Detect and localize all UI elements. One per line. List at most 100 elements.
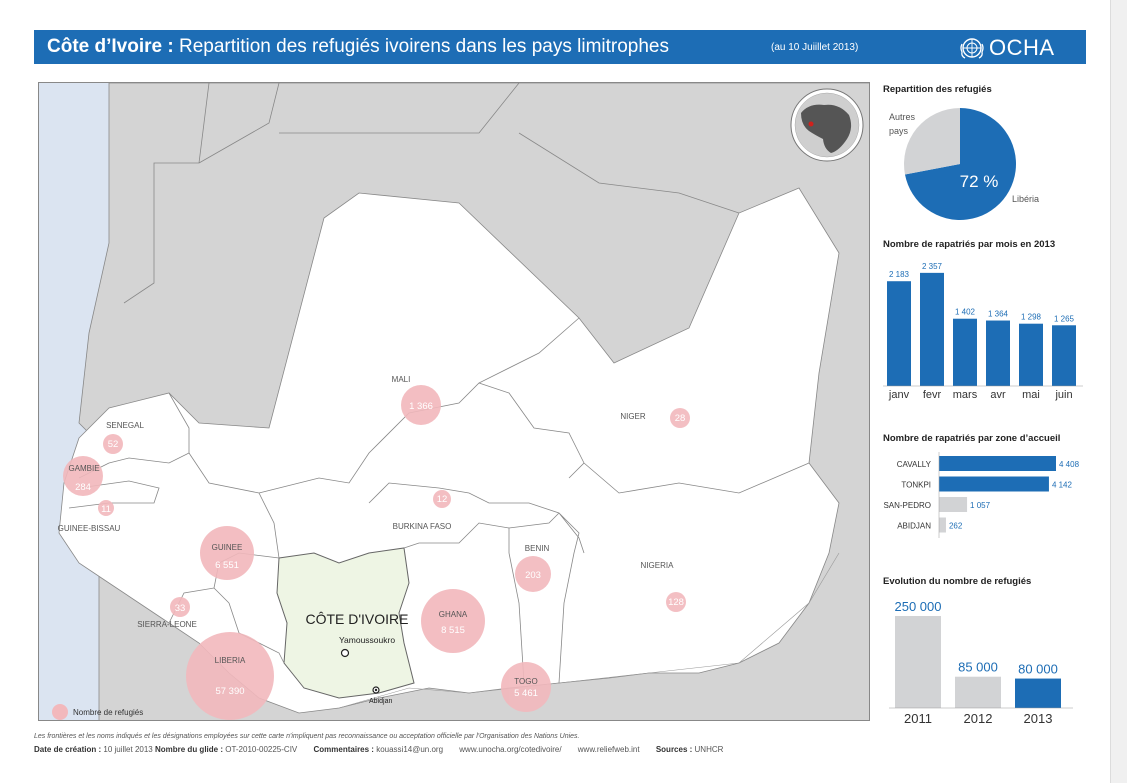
bubble-senegal	[103, 434, 123, 454]
pie-label-liberia: Libéria	[1012, 194, 1039, 204]
title-text: Repartition des refugiés ivoirens dans l…	[178, 36, 669, 57]
ocha-logo: OCHA	[959, 35, 1055, 61]
bubble-sierra-leone	[170, 597, 190, 617]
comments-label: Commentaires :	[313, 745, 374, 754]
bubble-liberia	[186, 632, 274, 720]
bubble-label-gambie: 284	[75, 482, 91, 493]
title-country: Côte d’Ivoire :	[47, 36, 174, 57]
monthly-value-label: 2 357	[922, 262, 943, 271]
link-reliefweb[interactable]: www.reliefweb.int	[577, 745, 640, 754]
pie-label-other-2: pays	[889, 126, 909, 136]
bubble-label-sierra-leone: 33	[175, 603, 186, 614]
zone-category-label: ABIDJAN	[897, 522, 931, 531]
label-niger: NIGER	[620, 412, 646, 421]
globe-inset	[790, 88, 864, 162]
monthly-bar-chart: 2 183 janv 2 357 fevr 1 402 mars 1 364 avr 1 298…	[883, 262, 1083, 401]
link-unocha[interactable]: www.unocha.org/cotedivoire/	[459, 745, 562, 754]
monthly-category-label: mai	[1022, 389, 1040, 401]
comments-value: kouassi14@un.org	[376, 745, 444, 754]
zone-category-label: TONKPI	[901, 481, 931, 490]
monthly-value-label: 1 265	[1054, 314, 1075, 323]
monthly-bar-mai	[1019, 323, 1043, 386]
logo-text: OCHA	[989, 35, 1055, 60]
bubble-guinee-bissau	[98, 500, 114, 516]
scrollbar-track[interactable]	[1110, 0, 1127, 783]
monthly-value-label: 1 402	[955, 308, 976, 317]
label-togo: TOGO	[514, 677, 537, 686]
map-svg: 1 366 28 52 284 11 6 551 33 57 390 12 8 …	[39, 83, 869, 720]
bubble-benin	[515, 556, 551, 592]
zone-bar-cavally	[939, 456, 1056, 471]
pie-title: Repartition des refugiés	[883, 84, 992, 95]
monthly-bar-avr	[986, 320, 1010, 386]
bubble-label-liberia: 57 390	[215, 686, 244, 697]
globe-africa-shape	[801, 104, 852, 153]
label-senegal: SENEGAL	[106, 421, 144, 430]
label-burkina: BURKINA FASO	[393, 522, 452, 531]
bubble-label-togo: 5 461	[514, 688, 538, 699]
sources-label: Sources :	[655, 745, 693, 754]
zone-bar-san-pedro	[939, 497, 968, 512]
footer-meta: Date de création : 10 juillet 2013 Nombr…	[34, 745, 723, 754]
bubble-label-guinee-bissau: 11	[101, 504, 111, 515]
label-yamoussoukro: Yamoussoukro	[339, 635, 395, 645]
evolution-category-label: 2012	[964, 711, 993, 726]
monthly-category-label: janv	[888, 389, 910, 401]
land-cote-divoire	[276, 547, 415, 699]
evolution-bar-2013	[1015, 678, 1061, 708]
evolution-value-label: 85 000	[958, 660, 998, 675]
monthly-bar-juin	[1052, 325, 1076, 386]
monthly-category-label: avr	[990, 389, 1006, 401]
zone-category-label: CAVALLY	[897, 460, 932, 469]
capital-marker-icon	[340, 648, 350, 658]
bubble-label-mali: 1 366	[409, 401, 433, 412]
page-title: Côte d’Ivoire : Repartition des refugiés…	[47, 36, 669, 58]
pie-label-other-1: Autres	[889, 112, 916, 122]
evolution-bar-2012	[955, 676, 1001, 708]
zone-value-label: 4 408	[1059, 460, 1080, 469]
bubble-label-senegal: 52	[108, 439, 119, 450]
monthly-category-label: fevr	[923, 389, 942, 401]
pie-slice-autres	[904, 108, 960, 175]
pie-percent-label: 72 %	[960, 172, 999, 191]
bubble-label-burkina: 12	[437, 494, 448, 505]
label-sierra-leone: SIERRA-LEONE	[137, 620, 197, 629]
glide-label: Nombre du glide :	[154, 745, 223, 754]
evolution-value-label: 80 000	[1018, 662, 1058, 677]
un-emblem-icon	[960, 38, 984, 59]
stats-panel: Repartition des refugiés Autres pays Lib…	[873, 82, 1093, 732]
title-date: (au 10 Juiillet 2013)	[771, 42, 859, 53]
bubble-ghana	[421, 589, 485, 653]
bubble-burkina	[433, 490, 451, 508]
creation-value: 10 juillet 2013	[103, 745, 153, 754]
label-benin: BENIN	[525, 544, 550, 553]
location-dot-icon	[808, 121, 814, 127]
label-guinee: GUINEE	[212, 543, 243, 552]
zone-value-label: 1 057	[970, 501, 991, 510]
monthly-value-label: 1 364	[988, 310, 1009, 319]
header-banner: Côte d’Ivoire : Repartition des refugiés…	[34, 30, 1086, 64]
monthly-title: Nombre de rapatriés par mois en 2013	[883, 239, 1056, 250]
glide-value: OT-2010-00225-CIV	[225, 745, 298, 754]
legend-bubble-icon	[52, 704, 68, 720]
label-abidjan: Abidjan	[369, 698, 392, 705]
refugee-bubbles	[63, 385, 690, 720]
zones-bar-chart: CAVALLY 4 408 TONKPI 4 142 SAN-PEDRO 1 057 ABI…	[883, 452, 1080, 538]
zones-title: Nombre de rapatriés par zone d’accueil	[883, 433, 1061, 444]
label-ghana: GHANA	[439, 610, 468, 619]
monthly-value-label: 1 298	[1021, 313, 1042, 322]
pie-slice-liberia	[904, 108, 1016, 220]
map-panel: 1 366 28 52 284 11 6 551 33 57 390 12 8 …	[38, 82, 870, 721]
zone-value-label: 262	[949, 522, 963, 531]
sources-value: UNHCR	[694, 745, 724, 754]
bubble-label-benin: 203	[525, 570, 541, 581]
monthly-category-label: mars	[953, 389, 978, 401]
bubble-gambie	[63, 456, 103, 496]
bubble-nigeria	[666, 592, 686, 612]
monthly-bar-janv	[887, 281, 911, 386]
evolution-bar-chart: 250 000 2011 85 000 2012 80 000 2013	[889, 599, 1073, 726]
label-cote-divoire: CÔTE D'IVOIRE	[305, 611, 408, 627]
monthly-category-label: juin	[1054, 389, 1072, 401]
bubble-togo	[501, 662, 551, 712]
